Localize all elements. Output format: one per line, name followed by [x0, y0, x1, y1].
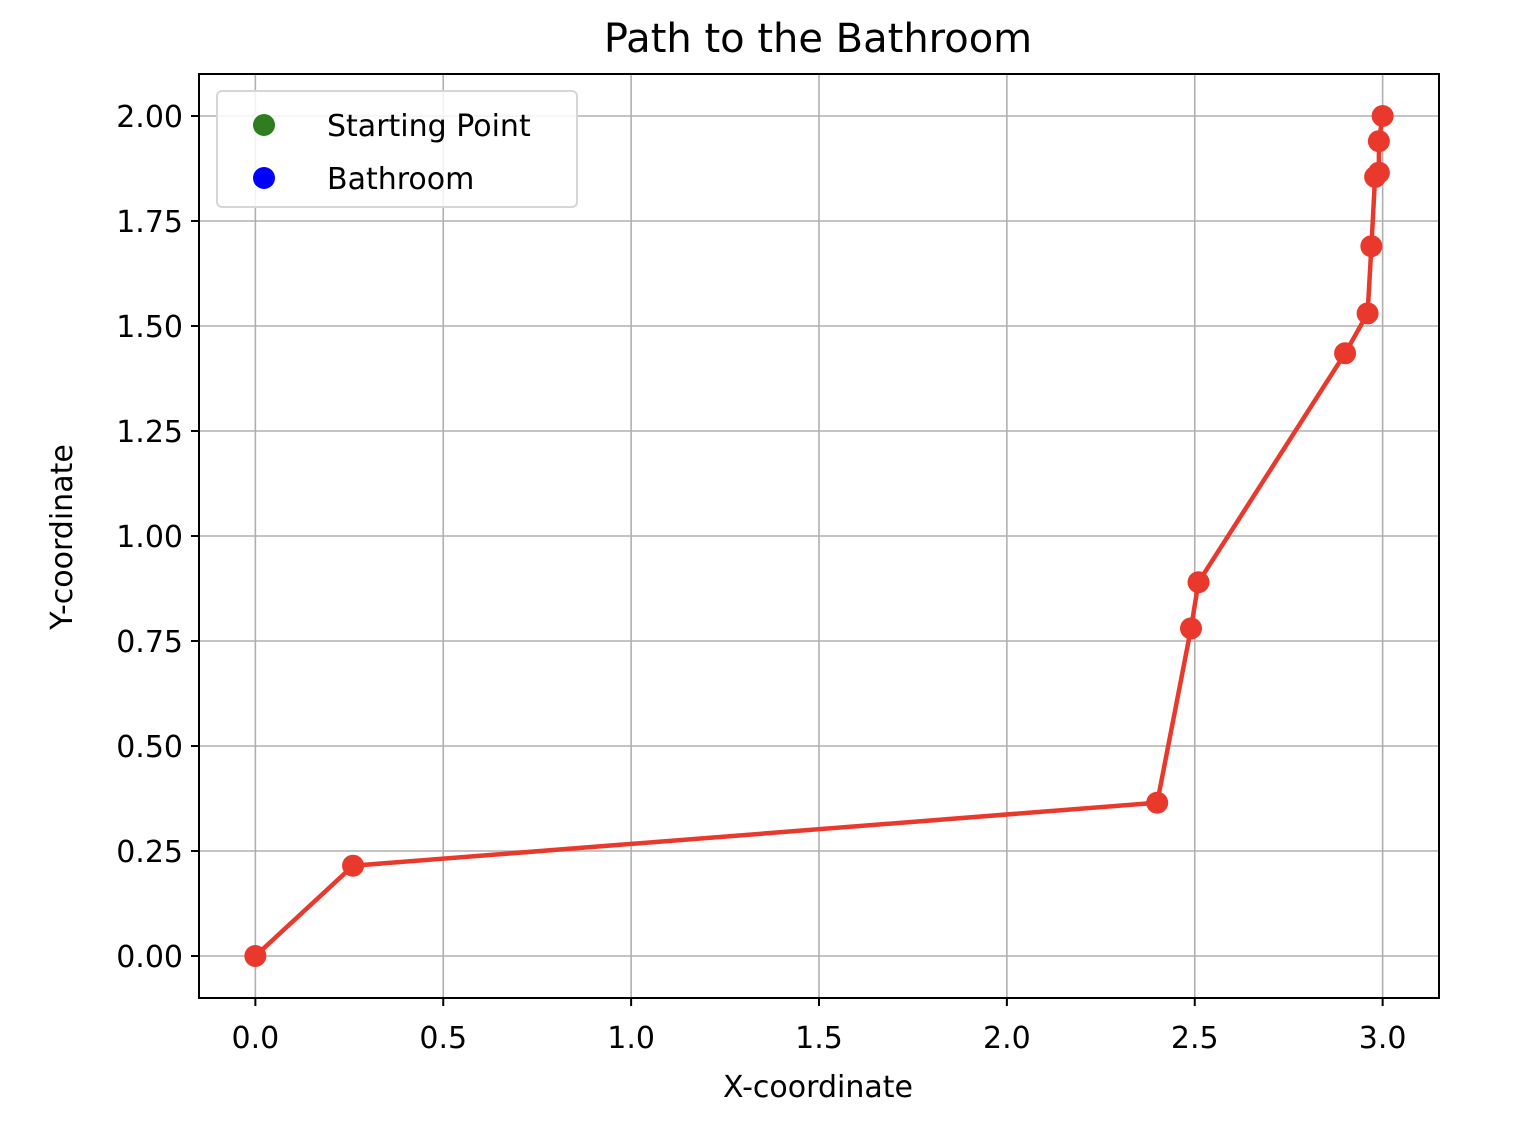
chart-title: Path to the Bathroom [604, 16, 1032, 62]
y-tick-label: 1.25 [116, 415, 183, 450]
x-tick-label: 0.5 [419, 1021, 467, 1056]
x-tick-label: 2.5 [1171, 1021, 1219, 1056]
legend-marker [253, 114, 275, 136]
y-tick-label: 1.75 [116, 205, 183, 240]
legend-marker [253, 167, 275, 189]
x-tick-label: 0.0 [232, 1021, 280, 1056]
data-point [342, 854, 365, 877]
data-point [1367, 130, 1390, 153]
legend-box [216, 90, 578, 208]
x-tick-label: 3.0 [1359, 1021, 1407, 1056]
y-tick-label: 0.75 [116, 625, 183, 660]
y-tick-label: 1.00 [116, 520, 183, 555]
data-point [1360, 235, 1383, 258]
x-tick-label: 1.0 [607, 1021, 655, 1056]
data-point [1356, 302, 1379, 325]
y-tick-label: 2.00 [116, 100, 183, 135]
grid [199, 74, 1439, 998]
y-tick-label: 1.50 [116, 310, 183, 345]
data-point [1180, 617, 1202, 640]
legend-label: Starting Point [327, 109, 531, 144]
x-tick-label: 2.0 [983, 1021, 1031, 1056]
y-axis-label: Y-coordinate [45, 444, 80, 631]
y-tick-label: 0.00 [116, 940, 183, 975]
y-tick-label: 0.25 [116, 835, 183, 870]
series-layer [244, 105, 1394, 967]
data-point [1334, 342, 1357, 365]
data-point [1371, 105, 1394, 127]
data-point [1146, 791, 1169, 814]
data-point [244, 945, 267, 967]
legend: Starting Point Bathroom [216, 90, 578, 208]
data-point [1367, 161, 1390, 184]
data-point [1187, 571, 1210, 594]
legend-label: Bathroom [327, 162, 474, 197]
x-tick-label: 1.5 [795, 1021, 843, 1056]
axis-ticks: 0.0 0.5 1.0 1.5 2.0 2.5 3.0 0.00 0.25 0.50 0.75 1.0… [116, 100, 1406, 1056]
x-axis-label: X-coordinate [723, 1070, 913, 1105]
y-tick-label: 0.50 [116, 730, 183, 765]
